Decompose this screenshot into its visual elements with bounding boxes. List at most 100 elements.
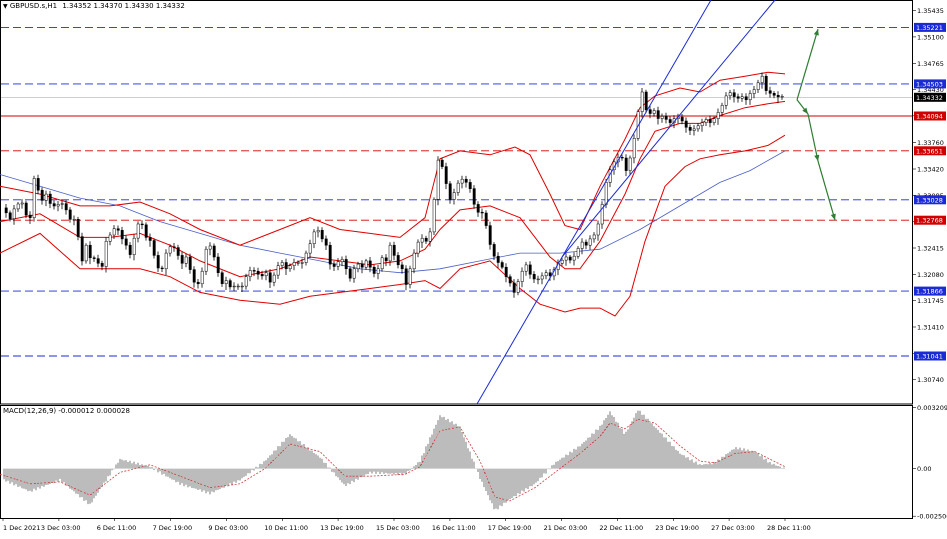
- level-tag-bg: [914, 215, 946, 225]
- candle: [732, 89, 736, 103]
- candle-body: [104, 241, 108, 267]
- level-tag-bg: [914, 146, 946, 156]
- time-tick-label-5: 10 Dec 11:00: [264, 524, 308, 532]
- candle-body: [708, 119, 712, 123]
- candle: [472, 185, 476, 209]
- time-tick-label-0: 1 Dec 2021: [3, 524, 40, 532]
- candle: [752, 86, 756, 99]
- candle-body: [172, 246, 176, 248]
- candle: [236, 283, 240, 290]
- candle-body: [752, 89, 756, 94]
- candle-body: [488, 225, 492, 245]
- current-price-tag: 1.34332: [914, 92, 946, 102]
- candle-body: [584, 241, 588, 246]
- candle: [208, 242, 212, 256]
- symbol-label: GBPUSD.s,H1: [9, 2, 58, 10]
- candle: [292, 258, 296, 271]
- candle: [736, 93, 740, 103]
- level-tag-3: 1.33651: [914, 146, 946, 156]
- candle: [688, 124, 692, 135]
- candle: [40, 187, 44, 205]
- level-tag-7: 1.31041: [914, 351, 946, 361]
- candle: [356, 261, 360, 273]
- candle-body: [716, 112, 720, 119]
- candle: [44, 190, 48, 207]
- candle-body: [148, 237, 152, 241]
- candle-body: [48, 193, 52, 204]
- candle: [664, 112, 668, 124]
- candle: [464, 175, 468, 188]
- candle-body: [316, 230, 320, 233]
- candle: [684, 117, 688, 133]
- candle: [580, 238, 584, 255]
- candle-body: [124, 238, 128, 246]
- candle: [360, 260, 364, 274]
- candle-body: [764, 75, 768, 91]
- candle-body: [388, 244, 392, 262]
- candle-body: [664, 116, 668, 120]
- candle-body: [44, 193, 48, 201]
- candle: [508, 274, 512, 287]
- candle: [68, 207, 72, 223]
- candle: [108, 232, 112, 246]
- candle: [440, 157, 444, 170]
- candle-body: [596, 223, 600, 236]
- candle: [128, 242, 132, 259]
- candle-body: [336, 261, 340, 267]
- candle-body: [204, 248, 208, 272]
- candle-body: [92, 257, 96, 259]
- candle-body: [184, 256, 188, 264]
- candle: [188, 253, 192, 274]
- current-price-tag-label: 1.34332: [916, 94, 943, 102]
- candle: [476, 201, 480, 217]
- candle-body: [296, 262, 300, 264]
- candle-body: [20, 202, 24, 205]
- candle-body: [440, 159, 444, 167]
- candle: [8, 210, 12, 222]
- projection-arrow-3: [817, 160, 836, 221]
- candle: [760, 72, 764, 89]
- price-tick-label-12: 1.31410: [917, 324, 944, 332]
- candle: [572, 252, 576, 266]
- candle-body: [112, 228, 116, 236]
- candle-body: [344, 259, 348, 270]
- candle-body: [36, 178, 40, 191]
- candle: [540, 272, 544, 285]
- candle: [648, 105, 652, 119]
- macd-tick-label-1: 0.00: [917, 465, 931, 473]
- candle-body: [692, 128, 696, 131]
- candle: [180, 251, 184, 269]
- time-tick-label-10: 21 Dec 03:00: [544, 524, 588, 532]
- level-tag-label: 1.31866: [916, 288, 943, 296]
- candle-body: [656, 110, 660, 119]
- candle-body: [272, 274, 276, 283]
- candle-body: [132, 237, 136, 255]
- candle: [380, 255, 384, 272]
- time-tick-label-6: 13 Dec 19:00: [320, 524, 364, 532]
- price-tick-label-6: 1.33420: [917, 166, 944, 174]
- projection-arrowhead-1: [802, 107, 808, 114]
- candle-body: [188, 256, 192, 270]
- candle: [172, 243, 176, 252]
- candle: [152, 238, 156, 259]
- candle: [104, 237, 108, 273]
- candle: [244, 273, 248, 290]
- candle: [628, 155, 632, 175]
- candle: [740, 93, 744, 102]
- candle-body: [88, 244, 92, 259]
- candle: [704, 117, 708, 126]
- candle: [696, 123, 700, 132]
- candle: [196, 279, 200, 289]
- chart-header: ▼ GBPUSD.s,H1 1.34352 1.34370 1.34330 1.…: [3, 2, 185, 10]
- candle-body: [52, 203, 56, 207]
- candle: [420, 234, 424, 248]
- candle: [192, 266, 196, 288]
- candle: [260, 270, 264, 280]
- candle: [492, 242, 496, 260]
- candle: [700, 118, 704, 132]
- collapse-triangle-icon[interactable]: ▼: [3, 3, 8, 10]
- candle: [36, 174, 40, 195]
- candle: [388, 242, 392, 266]
- candle: [756, 79, 760, 93]
